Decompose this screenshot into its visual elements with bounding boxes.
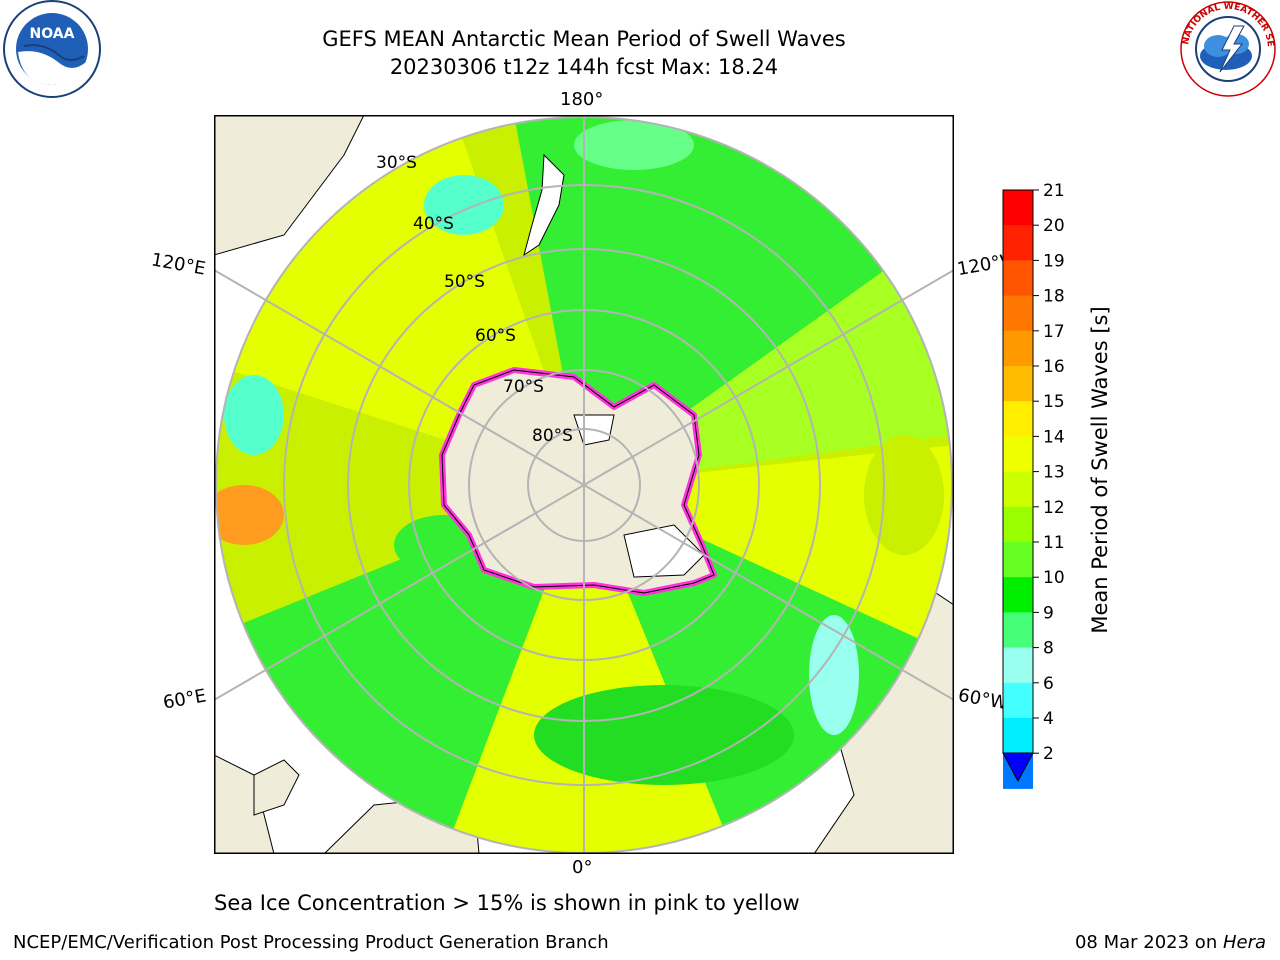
colorbar-tick-label: 21	[1043, 181, 1065, 201]
sea-ice-caption: Sea Ice Concentration > 15% is shown in …	[214, 891, 800, 915]
lon-label-0: 0°	[572, 857, 593, 878]
colorbar-tick-label: 2	[1043, 744, 1054, 764]
lon-label-180: 180°	[560, 89, 604, 110]
lat-label-40s: 40°S	[413, 214, 454, 234]
chart-subtitle: 20230306 t12z 144h fcst Max: 18.24	[389, 55, 779, 79]
colorbar-band	[1003, 471, 1033, 508]
nws-logo: NATIONAL WEATHER SERVICE	[1178, 0, 1276, 97]
colorbar-tick-label: 19	[1043, 251, 1065, 271]
colorbar-band	[1003, 401, 1033, 437]
colorbar-tick-label: 11	[1043, 533, 1065, 553]
lat-label-80s: 80°S	[532, 426, 573, 446]
noaa-logo: NOAA	[3, 0, 101, 98]
colorbar-tick-label: 12	[1043, 498, 1065, 518]
lat-label-30s: 30°S	[376, 153, 417, 173]
colorbar-tick-label: 6	[1043, 674, 1054, 694]
colorbar-tick-label: 14	[1043, 427, 1065, 447]
colorbar-band	[1003, 612, 1033, 649]
colorbar-band	[1003, 366, 1033, 402]
colorbar-tick-label: 17	[1043, 322, 1065, 342]
lon-label-120e: 120°E	[149, 249, 208, 280]
lon-label-60e: 60°E	[161, 685, 208, 714]
colorbar-band	[1003, 542, 1033, 578]
colorbar-band	[1003, 330, 1033, 367]
colorbar-label: Mean Period of Swell Waves [s]	[1088, 306, 1112, 633]
colorbar-tick-label: 18	[1043, 287, 1065, 307]
colorbar-band	[1003, 647, 1033, 684]
colorbar-tick-label: 10	[1043, 568, 1065, 588]
colorbar-tick-label: 13	[1043, 463, 1065, 483]
colorbar-band	[1003, 295, 1033, 332]
colorbar-band	[1003, 718, 1033, 754]
footer-date: 08 Mar 2023 on Hera	[1075, 932, 1266, 953]
lat-label-60s: 60°S	[475, 326, 516, 346]
colorbar-band	[1003, 577, 1033, 613]
colorbar: 21 20 19 18 17 16 15 14 13 12 11 10 9 8 6 4 2 Mean Perio…	[1002, 181, 1112, 789]
footer-credit: NCEP/EMC/Verification Post Processing Pr…	[13, 932, 609, 953]
colorbar-band	[1003, 436, 1033, 473]
map-panel: 30°S 40°S 50°S 60°S 70°S 80°S	[213, 114, 955, 855]
lat-label-70s: 70°S	[503, 377, 544, 397]
colorbar-band	[1003, 225, 1033, 261]
lat-label-50s: 50°S	[444, 272, 485, 292]
colorbar-tick-label: 8	[1043, 639, 1054, 659]
map-svg: 30°S 40°S 50°S 60°S 70°S 80°S	[213, 114, 955, 855]
chart-title: GEFS MEAN Antarctic Mean Period of Swell…	[322, 27, 846, 51]
colorbar-band	[1003, 682, 1033, 719]
colorbar-band	[1003, 506, 1033, 543]
colorbar-tick-label: 9	[1043, 603, 1054, 623]
footer-date-text: 08 Mar 2023 on	[1074, 932, 1223, 953]
colorbar-band	[1003, 190, 1033, 226]
colorbar-tick-label: 20	[1043, 216, 1065, 236]
footer-host: Hera	[1222, 932, 1266, 953]
colorbar-band	[1003, 260, 1033, 297]
noaa-logo-text: NOAA	[30, 26, 75, 42]
colorbar-tick-label: 16	[1043, 357, 1065, 377]
colorbar-tick-label: 15	[1043, 392, 1065, 412]
colorbar-tick-label: 4	[1043, 709, 1054, 729]
